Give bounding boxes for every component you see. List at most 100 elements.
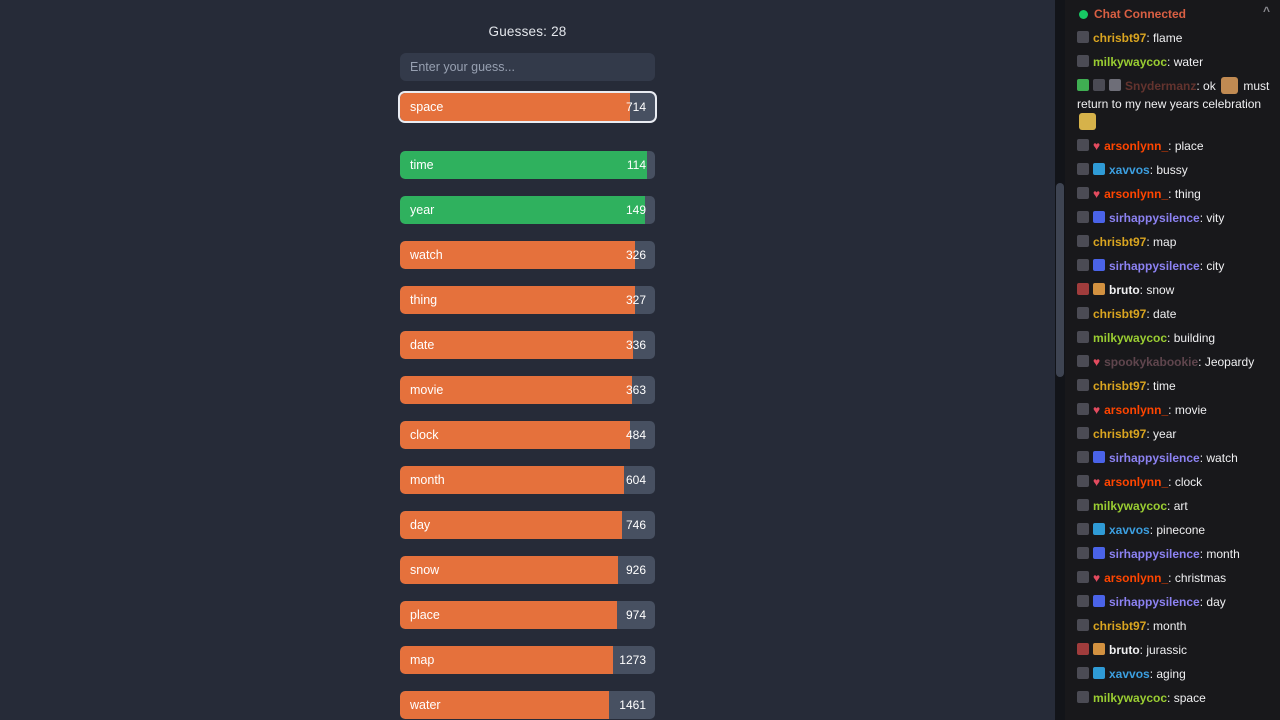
chat-status-label: Chat Connected xyxy=(1094,7,1187,21)
chat-text: snow xyxy=(1146,283,1175,297)
heart-badge-icon: ♥ xyxy=(1093,571,1101,585)
chat-message: xavvos: pinecone xyxy=(1065,521,1280,539)
chat-text: water xyxy=(1173,55,1204,69)
chat-username[interactable]: spookykabookie xyxy=(1104,355,1199,369)
chat-username[interactable]: chrisbt97 xyxy=(1093,427,1147,441)
chat-colon: : xyxy=(1199,451,1207,465)
chat-username[interactable]: sirhappysilence xyxy=(1109,547,1200,561)
chat-text: year xyxy=(1153,427,1177,441)
chat-username[interactable]: arsonlynn_ xyxy=(1104,475,1169,489)
chat-username[interactable]: xavvos xyxy=(1109,667,1150,681)
guess-rank: 1461 xyxy=(619,698,646,712)
guess-word: day xyxy=(410,518,431,532)
heart-badge-icon: ♥ xyxy=(1093,355,1101,369)
guess-word: clock xyxy=(410,428,439,442)
chat-message: bruto: snow xyxy=(1065,281,1280,299)
channel-badge-icon xyxy=(1077,355,1089,367)
chat-username[interactable]: chrisbt97 xyxy=(1093,619,1147,633)
chat-message: ♥ arsonlynn_: christmas xyxy=(1065,569,1280,587)
chat-username[interactable]: chrisbt97 xyxy=(1093,235,1147,249)
chat-username[interactable]: xavvos xyxy=(1109,523,1150,537)
bar-fill xyxy=(400,421,630,449)
chat-colon: : xyxy=(1167,499,1174,513)
guess-bar: snow 926 xyxy=(400,556,655,584)
guess-rank: 926 xyxy=(625,563,646,577)
chat-colon: : xyxy=(1149,523,1157,537)
chevron-up-icon[interactable]: ^ xyxy=(1262,4,1270,18)
main-scrollbar[interactable] xyxy=(1055,0,1065,720)
bar-fill xyxy=(400,691,610,719)
guess-bar: thing 327 xyxy=(400,286,655,314)
chat-message: milkywaycoc: space xyxy=(1065,689,1280,707)
bits-badge-icon xyxy=(1077,643,1089,655)
chat-username[interactable]: milkywaycoc xyxy=(1093,499,1168,513)
channel-badge-icon xyxy=(1093,79,1105,91)
chat-username[interactable]: sirhappysilence xyxy=(1109,595,1200,609)
channel-badge-icon xyxy=(1077,499,1089,511)
guess-word: map xyxy=(410,653,435,667)
chat-message: xavvos: aging xyxy=(1065,665,1280,683)
guesses-counter: Guesses: 28 xyxy=(488,24,567,39)
chat-text: month xyxy=(1206,547,1240,561)
chat-username[interactable]: sirhappysilence xyxy=(1109,259,1200,273)
chat-text: pinecone xyxy=(1156,523,1206,537)
moderator-badge-icon xyxy=(1077,79,1089,91)
chat-message-list: chrisbt97: flame milkywaycoc: water Snyder… xyxy=(1065,24,1280,707)
chat-colon: : xyxy=(1167,331,1174,345)
chat-username[interactable]: arsonlynn_ xyxy=(1104,571,1169,585)
guess-word: month xyxy=(410,473,445,487)
chat-username[interactable]: chrisbt97 xyxy=(1093,307,1147,321)
guess-word: snow xyxy=(410,563,440,577)
chat-username[interactable]: Snydermanz xyxy=(1125,79,1197,93)
chat-colon: : xyxy=(1199,259,1207,273)
game-column: Guesses: 28 space 714 time 114 year 149 watch 3… xyxy=(400,0,655,719)
guess-rank: 1273 xyxy=(619,653,646,667)
chat-username[interactable]: sirhappysilence xyxy=(1109,451,1200,465)
chat-message: xavvos: bussy xyxy=(1065,161,1280,179)
channel-badge-icon xyxy=(1077,31,1089,43)
guess-word: movie xyxy=(410,383,444,397)
chat-username[interactable]: milkywaycoc xyxy=(1093,331,1168,345)
bar-fill xyxy=(400,286,635,314)
guess-rank: 604 xyxy=(625,473,646,487)
chat-text: flame xyxy=(1153,31,1183,45)
guess-word: water xyxy=(410,698,441,712)
chat-username[interactable]: xavvos xyxy=(1109,163,1150,177)
chat-username[interactable]: arsonlynn_ xyxy=(1104,403,1169,417)
guess-input[interactable] xyxy=(400,53,655,81)
bar-fill xyxy=(400,646,613,674)
chat-colon: : xyxy=(1139,283,1147,297)
chat-username[interactable]: arsonlynn_ xyxy=(1104,187,1169,201)
chat-colon: : xyxy=(1199,547,1207,561)
channel-badge-icon xyxy=(1077,307,1089,319)
bar-fill xyxy=(400,93,630,121)
chat-colon: : xyxy=(1146,619,1154,633)
chat-text: Jeopardy xyxy=(1204,355,1255,369)
guess-word: year xyxy=(410,203,435,217)
chat-text: art xyxy=(1173,499,1188,513)
bar-fill xyxy=(400,601,617,629)
subscriber-badge-icon xyxy=(1093,259,1105,271)
chat-colon: : xyxy=(1168,139,1175,153)
chat-username[interactable]: milkywaycoc xyxy=(1093,55,1168,69)
chat-colon: : xyxy=(1196,79,1204,93)
chat-username[interactable]: milkywaycoc xyxy=(1093,691,1168,705)
chat-username[interactable]: bruto xyxy=(1109,643,1140,657)
subscriber-badge-icon xyxy=(1093,283,1105,295)
chat-username[interactable]: arsonlynn_ xyxy=(1104,139,1169,153)
scrollbar-thumb[interactable] xyxy=(1056,183,1064,377)
chat-message: chrisbt97: date xyxy=(1065,305,1280,323)
chat-username[interactable]: bruto xyxy=(1109,283,1140,297)
chat-message: milkywaycoc: art xyxy=(1065,497,1280,515)
chat-username[interactable]: chrisbt97 xyxy=(1093,31,1147,45)
guess-bar: movie 363 xyxy=(400,376,655,404)
chat-username[interactable]: sirhappysilence xyxy=(1109,211,1200,225)
channel-badge-icon xyxy=(1077,691,1089,703)
chat-message: sirhappysilence: watch xyxy=(1065,449,1280,467)
chat-colon: : xyxy=(1167,691,1174,705)
chat-username[interactable]: chrisbt97 xyxy=(1093,379,1147,393)
heart-badge-icon: ♥ xyxy=(1093,403,1101,417)
heart-badge-icon: ♥ xyxy=(1093,187,1101,201)
chat-message: milkywaycoc: water xyxy=(1065,53,1280,71)
guess-rank: 974 xyxy=(625,608,646,622)
